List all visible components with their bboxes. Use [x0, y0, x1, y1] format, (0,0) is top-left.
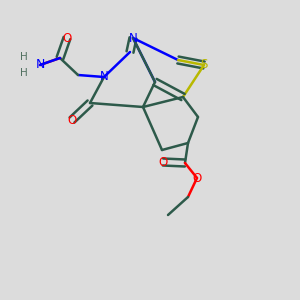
Text: O: O: [158, 155, 168, 169]
Text: H: H: [20, 68, 28, 78]
Text: N: N: [35, 58, 45, 71]
Text: O: O: [68, 113, 76, 127]
Text: N: N: [129, 32, 137, 44]
Text: N: N: [100, 70, 108, 83]
Text: O: O: [192, 172, 202, 184]
Text: H: H: [20, 52, 28, 62]
Text: S: S: [200, 58, 208, 71]
Text: O: O: [62, 32, 72, 44]
